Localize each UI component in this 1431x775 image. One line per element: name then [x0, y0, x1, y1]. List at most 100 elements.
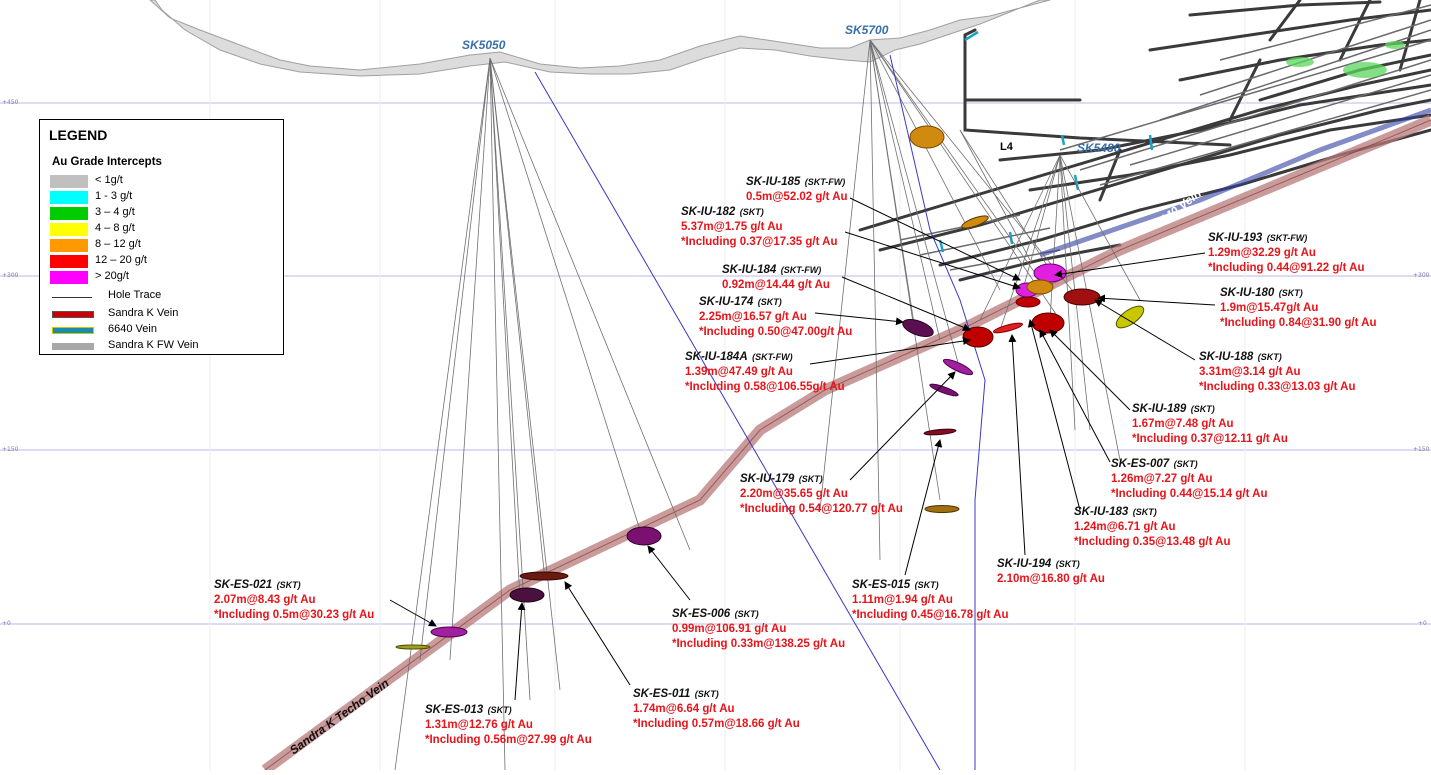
hole-traces-sk5050: [394, 57, 691, 771]
legend-label: 1 - 3 g/t: [95, 190, 133, 202]
annotation-sk-iu-185: SK-IU-185 (SKT-FW) 0.5m@52.02 g/t Au: [746, 173, 848, 205]
vein-code: (SKT-FW): [780, 265, 822, 275]
intercept-discs: [395, 125, 1145, 650]
hole-trace: [869, 39, 881, 561]
vein-code: (SKT): [694, 689, 719, 699]
leader-arrow: [844, 231, 1021, 290]
hole-trace: [489, 57, 641, 531]
hole-id: SK-IU-189: [1132, 403, 1187, 415]
intercept-disc: [924, 505, 960, 513]
hole-trace: [1049, 154, 1061, 321]
working-drift: [958, 243, 1122, 282]
annotation-sk-iu-184: SK-IU-184 (SKT-FW) 0.92m@14.44 g/t Au: [722, 261, 830, 293]
leader-arrow: [1049, 329, 1131, 411]
intercept-value: 0.99m@106.91 g/t Au: [672, 623, 787, 635]
annotation-sk-iu-188: SK-IU-188 (SKT) 3.31m@3.14 g/t Au *Inclu…: [1199, 348, 1356, 395]
working-drift: [858, 68, 1431, 232]
intercept-value: 1.11m@1.94 g/t Au: [852, 594, 953, 606]
legend-box: LEGEND Au Grade Intercepts < 1g/t 1 - 3 …: [39, 119, 284, 355]
vein-code: (SKT): [276, 580, 301, 590]
hole-id: SK-ES-007: [1111, 458, 1170, 470]
hole-trace: [979, 154, 1061, 321]
hole-id: SK-ES-013: [425, 704, 484, 716]
leader-arrow: [1094, 299, 1196, 361]
intercept-value: 2.20m@35.65 g/t Au: [740, 488, 848, 500]
elevation-label-150: +150: [2, 446, 19, 453]
vein-sandrak-fw-edge: [264, 119, 1431, 771]
leader-arrow: [647, 545, 691, 601]
hole-trace: [394, 57, 491, 771]
working-drift: [998, 83, 1431, 162]
intercept-disc: [962, 326, 994, 348]
annotation-sk-iu-182: SK-IU-182 (SKT) 5.37m@1.75 g/t Au *Inclu…: [681, 203, 838, 250]
hole-id: SK-IU-179: [740, 473, 795, 485]
section-line: [889, 54, 986, 770]
hole-traces-sk5700: [819, 39, 1081, 561]
annotation-sk-es-013: SK-ES-013 (SKT) 1.31m@12.76 g/t Au *Incl…: [425, 701, 592, 748]
vein-code: (SKT): [1278, 288, 1303, 298]
intercept-disc: [395, 644, 431, 650]
working-drift: [963, 28, 977, 37]
intercept-including: *Including 0.54@120.77 g/t Au: [740, 503, 903, 515]
working-drift: [963, 33, 1232, 147]
intercept-including: *Including 0.44@91.22 g/t Au: [1208, 262, 1365, 274]
leader-arrow: [1008, 334, 1026, 556]
hole-trace: [1059, 154, 1121, 461]
leader-arrow: [904, 439, 943, 576]
vein-code: (SKT): [798, 474, 823, 484]
hole-trace: [869, 39, 1001, 291]
hole-id: SK-IU-184A: [685, 351, 748, 363]
vein-code: (SKT): [487, 705, 512, 715]
hole-id: SK-ES-011: [633, 688, 691, 700]
elevation-label-300: +300: [2, 272, 19, 279]
intercept-disc: [1063, 288, 1101, 306]
intercept-including: *Including 0.44@15.14 g/t Au: [1111, 488, 1268, 500]
topography-surface: [149, 0, 1051, 77]
intercept-including: *Including 0.45@16.78 g/t Au: [852, 609, 1009, 621]
underground-workings: [858, 0, 1431, 282]
intercept-value: 2.10m@16.80 g/t Au: [997, 573, 1105, 585]
annotation-sk-iu-174: SK-IU-174 (SKT) 2.25m@16.57 g/t Au *Incl…: [699, 293, 852, 340]
section-line: [534, 71, 941, 771]
intercept-value: 1.31m@12.76 g/t Au: [425, 719, 533, 731]
level-label: L4: [1000, 141, 1013, 153]
vein-code: (SKT): [1055, 559, 1080, 569]
leader-arrow: [1039, 329, 1111, 463]
intercept-disc: [626, 526, 662, 546]
hole-trace: [419, 57, 491, 661]
legend-swatch: [50, 191, 88, 204]
annotation-sk-es-015: SK-ES-015 (SKT) 1.11m@1.94 g/t Au *Inclu…: [852, 576, 1009, 623]
leader-arrows: [389, 197, 1216, 701]
hole-trace: [869, 39, 941, 501]
collar-label-sk5050: SK5050: [462, 38, 506, 52]
hole-trace: [869, 39, 961, 371]
intercept-value: 0.5m@52.02 g/t Au: [746, 191, 848, 203]
intercept-disc: [992, 322, 1024, 334]
hole-trace: [489, 57, 546, 581]
intercept-disc: [1033, 263, 1067, 283]
leader-arrow: [564, 581, 631, 686]
collar-label-sk5480: SK5480: [1077, 141, 1121, 155]
intercept-including: *Including 0.37@17.35 g/t Au: [681, 236, 838, 248]
collar-label-sk5700: SK5700: [845, 23, 889, 37]
intercept-disc: [1115, 305, 1145, 329]
vein-code: (SKT): [1173, 459, 1198, 469]
leader-arrow: [841, 276, 971, 332]
intercept-disc: [923, 428, 957, 436]
intercept-including: *Including 0.37@12.11 g/t Au: [1132, 433, 1288, 445]
leader-arrow: [1097, 294, 1216, 306]
hole-trace: [869, 39, 1081, 301]
vein-code: (SKT): [757, 297, 782, 307]
hole-id: SK-ES-015: [852, 579, 911, 591]
intercept-disc: [430, 626, 468, 638]
intercept-value: 1.67m@7.48 g/t Au: [1132, 418, 1234, 430]
hole-trace: [869, 39, 941, 341]
green-grade-blob: [1343, 62, 1387, 78]
hole-trace: [1019, 154, 1061, 301]
intercept-including: *Including 0.57m@18.66 g/t Au: [633, 718, 800, 730]
legend-label: Hole Trace: [108, 289, 162, 301]
legend-label: 8 – 12 g/t: [95, 238, 141, 250]
elevation-label-150-right: +150: [1413, 446, 1430, 453]
